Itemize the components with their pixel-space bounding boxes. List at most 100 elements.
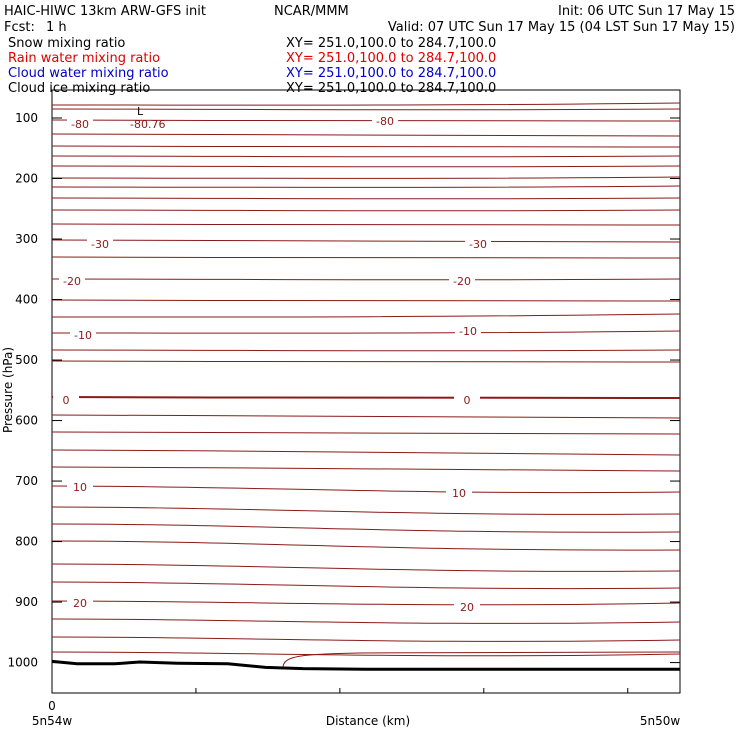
isotherm-line (51, 636, 681, 642)
valid-time: Valid: 07 UTC Sun 17 May 15 (04 LST Sun … (388, 20, 735, 35)
y-tick-label: 200 (15, 172, 38, 186)
isotherm-line (51, 155, 681, 158)
x-axis-label: Distance (km) (326, 714, 410, 728)
isotherm-line (51, 349, 681, 352)
contour-label-bg (53, 393, 79, 405)
legend-field-name: Rain water mixing ratio (8, 51, 160, 66)
isotherm-line (51, 330, 681, 334)
left-point-label: 5n54w (32, 714, 73, 728)
isotherm-line (51, 449, 681, 456)
y-tick-label: 1000 (7, 656, 38, 670)
terrain-line (51, 659, 680, 671)
isotherm-line (51, 102, 681, 106)
plot-frame (51, 89, 681, 694)
isotherm-line (51, 239, 681, 243)
distance-axis (51, 688, 629, 693)
fcst-value: 1 h (46, 20, 67, 35)
contour-label-bg (87, 237, 113, 249)
contour-label: -30 (469, 238, 487, 251)
isotherm-line (51, 431, 681, 435)
temperature-contours (51, 102, 681, 657)
isotherm-line (51, 197, 681, 200)
contour-label: 0 (63, 394, 70, 407)
x-start-label: 0 (48, 699, 56, 713)
isotherm-line (51, 360, 681, 363)
legend-field-xy: XY= 251.0,100.0 to 284.7,100.0 (286, 81, 496, 96)
contour-label-bg (449, 274, 475, 286)
y-tick-label: 300 (15, 232, 38, 246)
surface-contour (282, 651, 681, 668)
y-tick-label: 800 (15, 535, 38, 549)
field-legend: Snow mixing ratio XY= 251.0,100.0 to 284.… (8, 36, 496, 96)
contour-label-bg (67, 480, 93, 492)
isotherm-line (51, 278, 681, 281)
legend-field-xy: XY= 251.0,100.0 to 284.7,100.0 (286, 66, 496, 81)
contour-label-bg (454, 393, 480, 405)
isotherm-line (51, 540, 681, 551)
isotherm-line (51, 581, 681, 590)
y-tick-label: 500 (15, 353, 38, 367)
fcst-label: Fcst: (4, 20, 35, 35)
contour-label-bg (455, 324, 481, 336)
low-marker-value: -80.76 (130, 118, 165, 131)
model-title: HAIC-HIWC 13km ARW-GFS init (4, 4, 206, 19)
contour-label: -20 (63, 275, 81, 288)
contour-label: -20 (453, 275, 471, 288)
y-tick-label: 600 (15, 414, 38, 428)
contour-labels: -80 -80 -30 -30 -20 -20 -10 -10 0 0 10 10 20 20 L-80.7… (53, 105, 491, 614)
isotherm-line (51, 466, 681, 472)
init-time: Init: 06 UTC Sun 17 May 15 (558, 4, 735, 19)
contour-label-bg (454, 600, 480, 612)
isotherm-line (51, 256, 681, 259)
contour-label: -80 (71, 118, 89, 131)
legend-field-xy: XY= 251.0,100.0 to 284.7,100.0 (286, 36, 496, 51)
isotherm-line (51, 485, 681, 494)
contour-label: 10 (452, 487, 466, 500)
isotherm-line (51, 209, 681, 212)
legend-field-name: Cloud water mixing ratio (8, 66, 169, 81)
isotherm-line (51, 414, 681, 419)
y-tick-label: 100 (15, 111, 38, 125)
isotherm-line (51, 313, 681, 318)
y-axis-label: Pressure (hPa) (1, 347, 15, 433)
contour-label: -10 (459, 325, 477, 338)
isotherm-line (51, 176, 681, 179)
organization: NCAR/MMM (274, 4, 349, 19)
legend-field-name: Cloud ice mixing ratio (8, 81, 150, 96)
contour-label: -80 (376, 115, 394, 128)
y-tick-label: 900 (15, 595, 38, 609)
contour-label: 20 (73, 597, 87, 610)
contour-label-bg (59, 274, 85, 286)
right-point-label: 5n50w (640, 714, 681, 728)
isotherm-line (51, 133, 681, 137)
contour-label: 0 (464, 394, 471, 407)
isotherm-line (51, 563, 681, 572)
legend-field-name: Snow mixing ratio (8, 36, 125, 51)
isotherm-line (51, 618, 681, 624)
contour-label-bg (70, 328, 96, 340)
isotherm-line (51, 145, 681, 148)
low-marker-symbol: L (137, 105, 144, 118)
contour-label-bg (446, 486, 472, 498)
contour-label-bg (372, 114, 398, 126)
isotherm-line (51, 108, 681, 111)
isotherm-line (51, 299, 681, 302)
isotherm-line (51, 223, 681, 226)
isotherm-line (51, 600, 681, 606)
contour-label: -30 (91, 238, 109, 251)
y-tick-label: 700 (15, 474, 38, 488)
isotherm-line (51, 651, 681, 657)
isotherm-line (51, 523, 681, 533)
contour-label-bg (67, 117, 93, 129)
contour-label: 20 (460, 601, 474, 614)
contour-label: 10 (73, 481, 87, 494)
contour-label-bg (465, 237, 491, 249)
isotherm-line (51, 506, 681, 515)
isotherm-line (51, 185, 681, 188)
y-tick-label: 400 (15, 293, 38, 307)
isotherm-line (51, 165, 681, 168)
isotherm-line (51, 396, 681, 400)
legend-field-xy: XY= 251.0,100.0 to 284.7,100.0 (286, 51, 496, 66)
